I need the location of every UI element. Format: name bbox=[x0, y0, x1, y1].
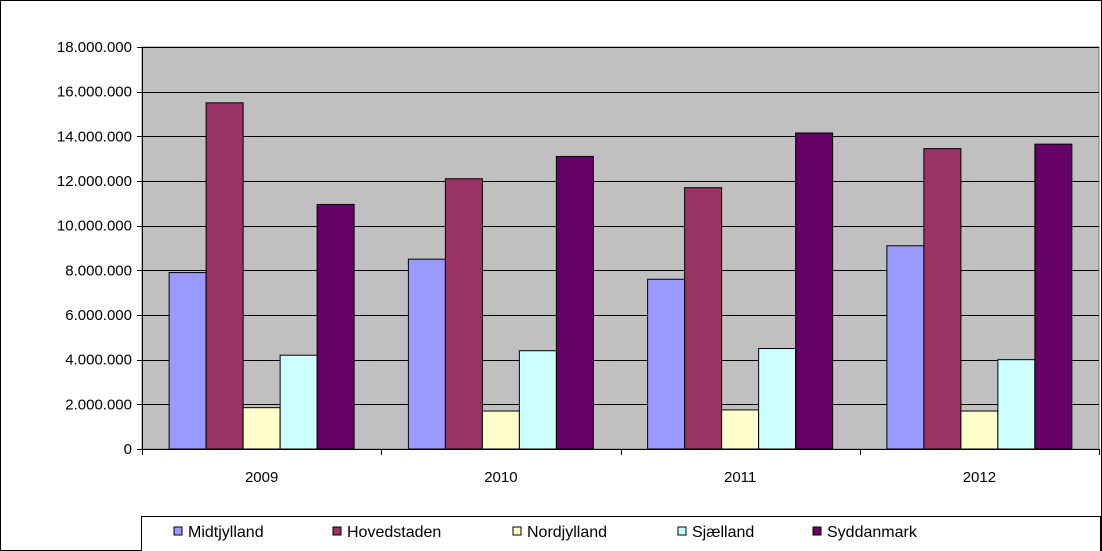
y-tick-label: 6.000.000 bbox=[65, 307, 132, 324]
bar-sjælland-2011 bbox=[758, 348, 797, 450]
bar-nordjylland-2011 bbox=[721, 409, 760, 450]
y-tick-label: 8.000.000 bbox=[65, 262, 132, 279]
legend-swatch-hovedstaden bbox=[332, 526, 342, 536]
y-tick-label: 12.000.000 bbox=[57, 173, 132, 190]
legend-box bbox=[141, 516, 1101, 551]
bar-midtjylland-2011 bbox=[647, 278, 686, 450]
bar-hovedstaden-2011 bbox=[684, 187, 723, 450]
bar-midtjylland-2012 bbox=[886, 245, 925, 450]
bar-nordjylland-2010 bbox=[481, 410, 520, 450]
bar-syddanmark-2012 bbox=[1034, 143, 1073, 450]
legend-label-sjælland: Sjælland bbox=[692, 524, 754, 541]
y-tick-label: 18.000.000 bbox=[57, 39, 132, 56]
bar-hovedstaden-2009 bbox=[205, 102, 244, 450]
axes bbox=[137, 47, 1100, 455]
y-tick-label: 2.000.000 bbox=[65, 396, 132, 413]
bars bbox=[168, 102, 1073, 450]
legend: Midtjylland Hovedstaden Nordjylland Sjællan… bbox=[141, 516, 1101, 551]
y-tick-label: 16.000.000 bbox=[57, 84, 132, 101]
bar-sjælland-2010 bbox=[518, 350, 557, 450]
bar-syddanmark-2009 bbox=[316, 203, 355, 450]
legend-label-nordjylland: Nordjylland bbox=[527, 524, 607, 541]
legend-swatch-sjælland bbox=[677, 526, 687, 536]
legend-label-syddanmark: Syddanmark bbox=[827, 524, 918, 541]
legend-swatch-midtjylland bbox=[173, 526, 183, 536]
bar-nordjylland-2012 bbox=[960, 410, 999, 450]
bar-sjælland-2009 bbox=[279, 354, 318, 450]
bar-midtjylland-2009 bbox=[168, 272, 207, 450]
y-tick-label: 10.000.000 bbox=[57, 218, 132, 235]
y-tick-label: 4.000.000 bbox=[65, 352, 132, 369]
y-tick-label: 14.000.000 bbox=[57, 128, 132, 145]
x-tick-label: 2009 bbox=[245, 469, 278, 486]
bar-syddanmark-2011 bbox=[795, 132, 834, 450]
x-tick-labels: 2009 2010 2011 2012 bbox=[245, 469, 996, 486]
bar-sjælland-2012 bbox=[997, 359, 1036, 450]
legend-label-midtjylland: Midtjylland bbox=[188, 524, 264, 541]
bar-nordjylland-2009 bbox=[242, 407, 281, 450]
legend-swatch-nordjylland bbox=[512, 526, 522, 536]
y-tick-labels: 0 2.000.000 4.000.000 6.000.000 8.000.000 10.… bbox=[57, 39, 132, 458]
x-tick-label: 2010 bbox=[484, 469, 517, 486]
x-tick-label: 2011 bbox=[724, 469, 756, 486]
legend-swatch-syddanmark bbox=[812, 526, 822, 536]
bar-hovedstaden-2012 bbox=[923, 148, 962, 450]
bar-hovedstaden-2010 bbox=[444, 178, 483, 450]
y-tick-label: 0 bbox=[124, 441, 132, 458]
bar-syddanmark-2010 bbox=[555, 155, 594, 450]
legend-label-hovedstaden: Hovedstaden bbox=[347, 524, 441, 541]
x-tick-label: 2012 bbox=[963, 469, 996, 486]
bar-midtjylland-2010 bbox=[407, 258, 446, 450]
